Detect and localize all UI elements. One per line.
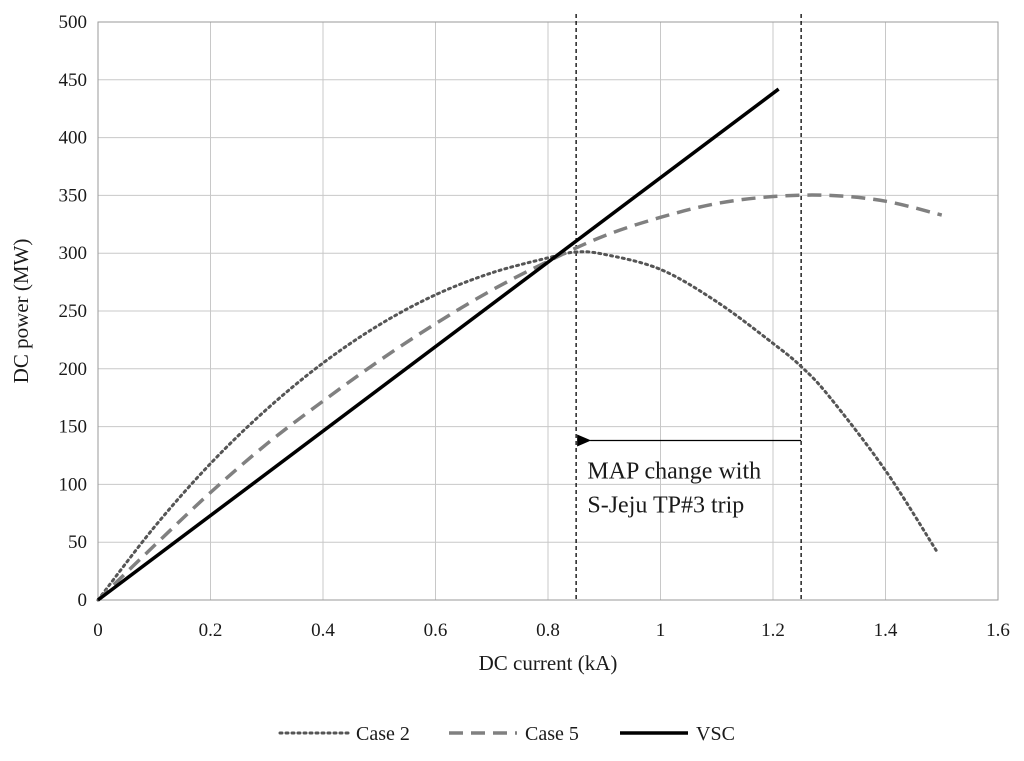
series-line-case-5 <box>96 193 943 602</box>
annotation-text: S-Jeju TP#3 trip <box>587 493 744 519</box>
y-tick-label: 250 <box>59 301 88 322</box>
grid <box>97 21 999 601</box>
x-tick-label: 0 <box>93 620 103 641</box>
legend: Case 2 Case 5 VSC <box>278 723 735 745</box>
x-tick-label: 0.8 <box>536 620 560 641</box>
series <box>96 87 943 602</box>
annotation-text: MAP change with <box>587 459 761 485</box>
annotations: MAP change with S-Jeju TP#3 trip <box>577 434 802 519</box>
y-tick-label: 0 <box>78 590 88 611</box>
y-tick-label: 450 <box>59 70 88 91</box>
x-axis-title: DC current (kA) <box>479 651 618 675</box>
tick-labels: 0 50 100 150 200 250 300 350 400 450 500 0 0.2 0.4 0.6… <box>59 12 1010 641</box>
y-tick-label: 500 <box>59 12 88 33</box>
legend-label: VSC <box>696 723 735 745</box>
y-tick-label: 50 <box>68 532 87 553</box>
y-tick-label: 150 <box>59 417 88 438</box>
x-tick-label: 1 <box>656 620 666 641</box>
y-axis-title: DC power (MW) <box>9 239 33 384</box>
x-tick-label: 0.6 <box>424 620 448 641</box>
y-tick-label: 400 <box>59 128 88 149</box>
legend-label: Case 2 <box>356 723 410 745</box>
plot-frame <box>97 21 999 601</box>
x-tick-label: 0.4 <box>311 620 335 641</box>
series-line-case-2 <box>96 250 938 602</box>
x-tick-label: 1.4 <box>874 620 898 641</box>
y-tick-label: 200 <box>59 359 88 380</box>
x-tick-label: 1.6 <box>986 620 1010 641</box>
series-line-vsc <box>96 87 780 602</box>
legend-label: Case 5 <box>525 723 579 745</box>
x-tick-label: 0.2 <box>199 620 223 641</box>
y-tick-label: 100 <box>59 474 88 495</box>
y-tick-label: 300 <box>59 243 88 264</box>
y-tick-label: 350 <box>59 185 88 206</box>
x-tick-label: 1.2 <box>761 620 785 641</box>
